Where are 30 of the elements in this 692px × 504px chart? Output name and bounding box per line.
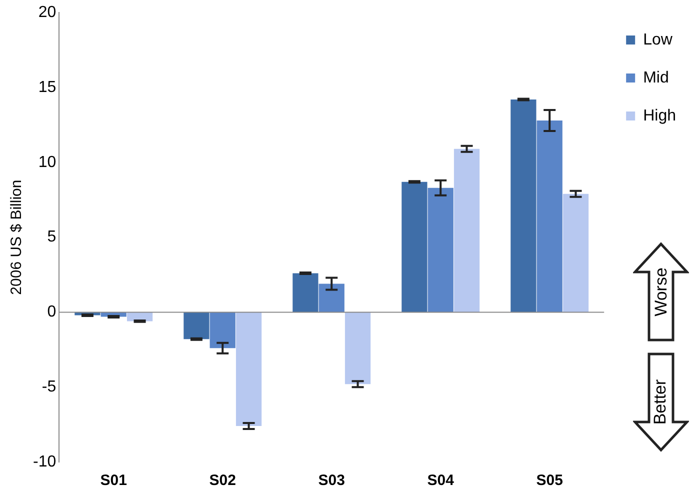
- bar: [184, 312, 210, 340]
- bar: [402, 182, 428, 312]
- legend-label: Low: [643, 31, 673, 48]
- bar: [210, 312, 236, 348]
- bar: [318, 284, 344, 312]
- y-tick-label: 20: [38, 4, 56, 22]
- bar: [454, 148, 480, 312]
- bar: [236, 312, 262, 426]
- up-arrow-icon: Worse: [633, 242, 689, 342]
- x-tick-label: S04: [427, 472, 455, 490]
- y-tick-label: -5: [42, 378, 56, 396]
- bar: [292, 273, 318, 312]
- y-tick-label: 5: [47, 228, 56, 246]
- y-tick-label: -10: [33, 453, 56, 470]
- bar: [344, 312, 371, 384]
- y-axis-title: 2006 US $ Billion: [8, 180, 26, 295]
- y-tick-label: 15: [38, 78, 56, 96]
- x-tick-label: S05: [536, 472, 563, 490]
- x-tick-label: S01: [100, 472, 127, 490]
- bar: [510, 99, 536, 312]
- bar: [428, 188, 454, 312]
- bar: [562, 194, 589, 312]
- down-arrow-icon: Better: [633, 352, 689, 452]
- x-tick-label: S02: [209, 472, 236, 490]
- legend-label: Mid: [643, 69, 669, 86]
- x-tick-label: S03: [318, 472, 345, 490]
- y-tick-label: 10: [38, 154, 56, 171]
- y-tick-label: 0: [47, 304, 56, 321]
- bar: [536, 120, 562, 312]
- legend-label: High: [643, 107, 676, 124]
